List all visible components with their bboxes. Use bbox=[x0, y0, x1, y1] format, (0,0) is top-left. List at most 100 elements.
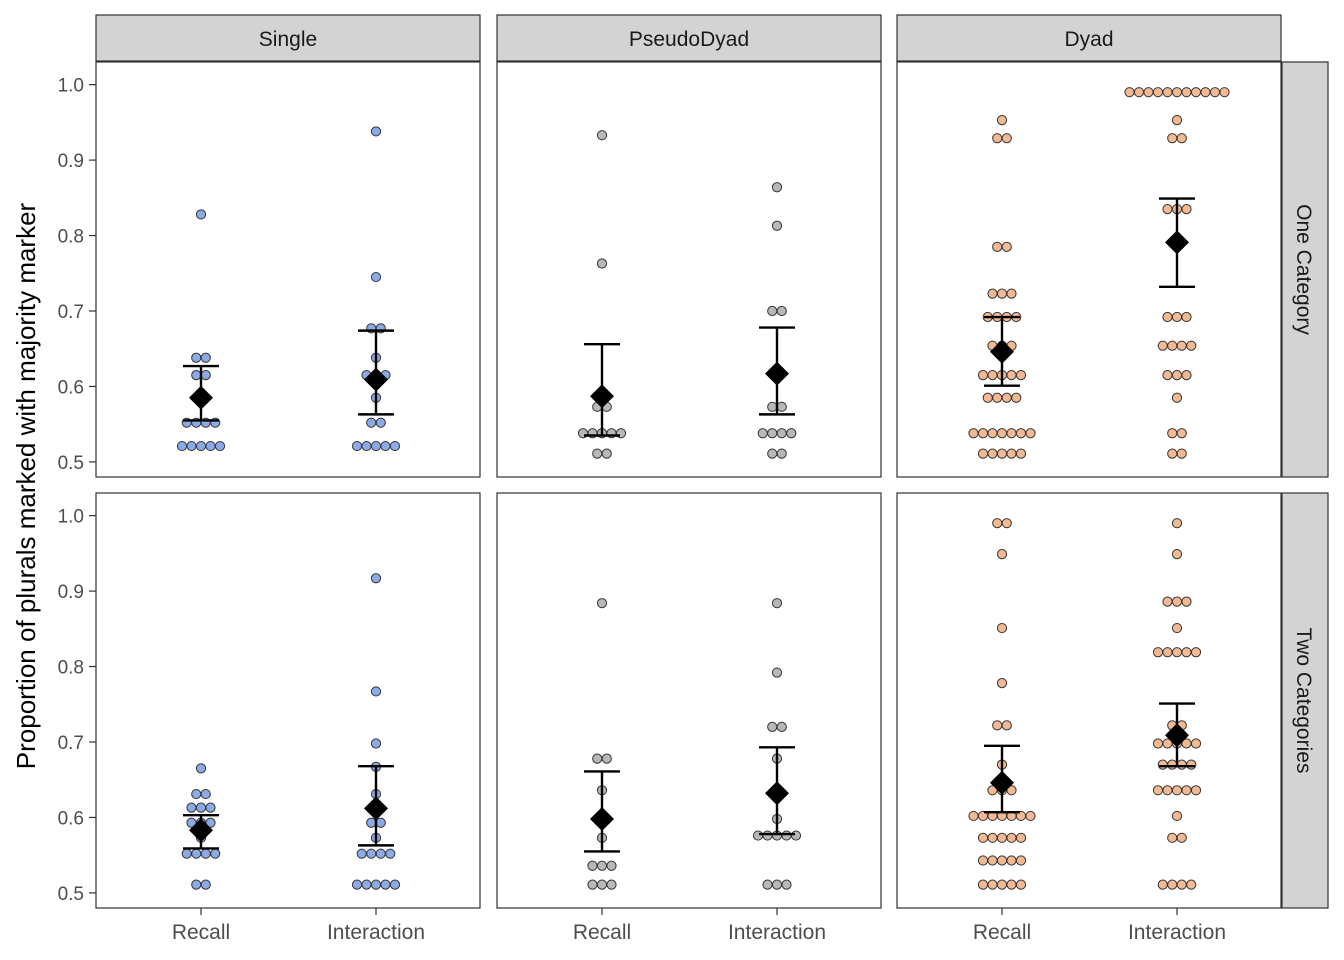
mean-marker bbox=[990, 770, 1014, 795]
mean-marker bbox=[1165, 723, 1189, 748]
data-point bbox=[987, 370, 998, 381]
data-point bbox=[389, 440, 401, 452]
data-point bbox=[366, 848, 377, 859]
data-point bbox=[205, 817, 216, 828]
data-point bbox=[385, 848, 396, 859]
x-tick-label: Interaction bbox=[1128, 921, 1226, 944]
data-point bbox=[1015, 855, 1027, 866]
data-point bbox=[1176, 448, 1187, 459]
data-point bbox=[1001, 392, 1012, 403]
data-point bbox=[1011, 392, 1022, 403]
data-point bbox=[1176, 340, 1187, 351]
data-point bbox=[606, 879, 617, 890]
data-point bbox=[771, 879, 783, 890]
data-point bbox=[596, 879, 608, 890]
y-axis-label: Proportion of plurals marked with majori… bbox=[11, 202, 41, 769]
data-point bbox=[987, 288, 998, 299]
mean-marker bbox=[364, 367, 388, 392]
row-label-1: Two Categories bbox=[1292, 628, 1315, 774]
data-point bbox=[1171, 596, 1183, 607]
data-point bbox=[996, 549, 1008, 560]
data-point bbox=[1015, 428, 1027, 439]
data-point bbox=[375, 417, 386, 428]
data-point bbox=[977, 370, 989, 381]
plot-area: Single PseudoDyad Dyad One Category Two Cate… bbox=[58, 14, 1329, 944]
data-point bbox=[1006, 448, 1017, 459]
data-point bbox=[1167, 428, 1178, 439]
data-point bbox=[205, 440, 216, 452]
x-tick-label: Recall bbox=[573, 921, 631, 944]
data-point bbox=[1176, 879, 1187, 890]
y-tick-label: 0.9 bbox=[58, 582, 84, 603]
data-point bbox=[1162, 647, 1173, 658]
data-point bbox=[1025, 428, 1036, 439]
data-point bbox=[601, 448, 612, 459]
data-point bbox=[996, 448, 1008, 459]
data-point bbox=[1171, 392, 1183, 403]
data-point bbox=[996, 855, 1008, 866]
data-point bbox=[375, 848, 386, 859]
data-point bbox=[1006, 288, 1017, 299]
data-point bbox=[767, 428, 778, 439]
data-point bbox=[1157, 759, 1168, 770]
data-point bbox=[370, 738, 382, 749]
data-point bbox=[1015, 832, 1027, 843]
data-point bbox=[776, 428, 787, 439]
data-point bbox=[1171, 370, 1183, 381]
data-point bbox=[1006, 785, 1017, 796]
y-tick-label: 0.8 bbox=[58, 227, 84, 248]
data-point bbox=[1181, 370, 1192, 381]
data-point bbox=[200, 848, 211, 859]
data-point bbox=[757, 428, 768, 439]
data-point bbox=[1015, 370, 1027, 381]
data-point bbox=[1219, 87, 1230, 98]
data-point bbox=[195, 802, 207, 813]
data-point bbox=[1162, 87, 1173, 98]
data-point bbox=[781, 830, 792, 841]
data-point bbox=[592, 753, 603, 764]
data-point bbox=[205, 802, 216, 813]
data-point bbox=[1152, 738, 1164, 749]
data-point bbox=[996, 832, 1008, 843]
data-point bbox=[987, 428, 998, 439]
data-point bbox=[1025, 810, 1036, 822]
data-point bbox=[987, 855, 998, 866]
data-point bbox=[1171, 87, 1183, 98]
data-point bbox=[977, 879, 989, 890]
y-tick-label: 0.5 bbox=[58, 453, 84, 474]
data-point bbox=[1006, 370, 1017, 381]
data-point bbox=[191, 848, 202, 859]
data-point bbox=[992, 241, 1003, 252]
mean-marker bbox=[590, 806, 614, 831]
data-point bbox=[210, 848, 221, 859]
data-point bbox=[1171, 622, 1183, 634]
data-point bbox=[1181, 785, 1192, 796]
data-point bbox=[181, 848, 192, 859]
data-point bbox=[1167, 832, 1178, 843]
mean-marker bbox=[1165, 230, 1189, 255]
data-point bbox=[771, 598, 783, 609]
data-point bbox=[771, 667, 783, 678]
y-tick-label: 0.6 bbox=[58, 377, 84, 398]
data-point bbox=[370, 440, 382, 452]
mean-marker bbox=[765, 361, 789, 386]
data-point bbox=[977, 832, 989, 843]
data-point bbox=[771, 182, 783, 193]
data-point bbox=[776, 448, 787, 459]
data-point bbox=[776, 401, 787, 412]
facet-label-pseudodyad: PseudoDyad bbox=[629, 28, 749, 51]
data-point bbox=[1190, 87, 1202, 98]
data-point bbox=[389, 879, 401, 890]
data-point bbox=[200, 352, 211, 363]
data-point bbox=[977, 448, 989, 459]
data-point bbox=[370, 271, 382, 283]
data-point bbox=[195, 440, 207, 452]
data-point bbox=[996, 678, 1008, 689]
data-point bbox=[1152, 87, 1164, 98]
panel-border bbox=[496, 61, 882, 478]
y-tick-label: 0.8 bbox=[58, 658, 84, 679]
data-point bbox=[762, 879, 773, 890]
data-point bbox=[370, 573, 382, 584]
data-point bbox=[1176, 133, 1187, 144]
